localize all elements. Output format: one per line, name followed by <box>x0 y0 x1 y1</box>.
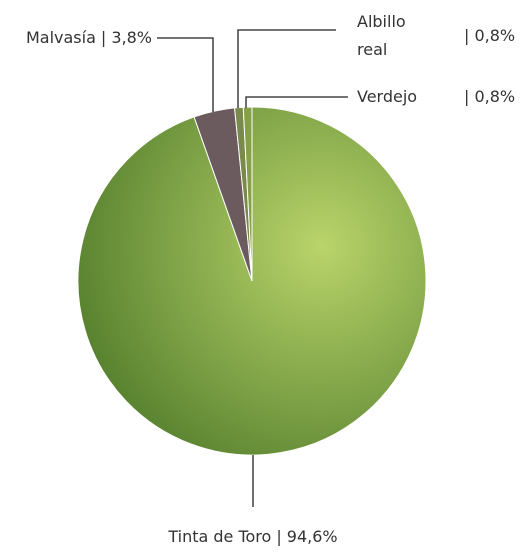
category-label: Albillo real <box>357 8 427 64</box>
value-label: | 0,8% <box>464 22 515 50</box>
pie-canvas <box>0 0 532 552</box>
value-label: | 3,8% <box>101 24 152 52</box>
value-label: | 94,6% <box>276 523 337 551</box>
category-label: Malvasía <box>26 24 96 52</box>
label-row: Malvasía| 3,8% <box>26 24 152 52</box>
leader-line <box>246 97 348 108</box>
category-label: Verdejo <box>357 83 417 111</box>
value-label: | 0,8% <box>464 83 515 111</box>
category-label: Tinta de Toro <box>168 523 271 551</box>
leader-line <box>238 30 336 108</box>
chart: Tinta de Toro| 94,6% Malvasía| 3,8% Albill… <box>0 0 532 552</box>
label-row: Tinta de Toro| 94,6% <box>0 523 506 551</box>
leader-line <box>157 38 213 112</box>
